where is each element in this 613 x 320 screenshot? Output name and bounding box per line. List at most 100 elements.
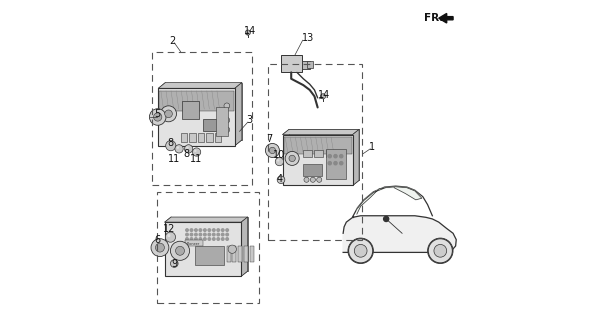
Circle shape (190, 229, 192, 231)
Circle shape (384, 216, 389, 221)
Circle shape (208, 229, 211, 231)
Bar (337, 150, 345, 157)
Circle shape (221, 233, 224, 236)
Circle shape (221, 238, 224, 240)
Circle shape (186, 146, 189, 149)
Circle shape (190, 238, 192, 240)
Circle shape (165, 110, 172, 118)
Circle shape (285, 151, 299, 165)
Bar (152, 52, 253, 186)
Bar (171, 217, 248, 271)
Bar (189, 133, 196, 142)
Bar (157, 192, 259, 303)
Text: 14: 14 (318, 90, 330, 100)
Circle shape (199, 229, 202, 231)
Text: 9: 9 (171, 259, 177, 269)
Text: 7: 7 (267, 134, 273, 144)
Bar (284, 137, 352, 154)
Polygon shape (241, 217, 248, 276)
Text: Pioneer: Pioneer (186, 242, 200, 246)
Text: 12: 12 (163, 224, 175, 234)
Circle shape (269, 147, 276, 154)
Text: 3: 3 (246, 115, 252, 125)
Circle shape (154, 113, 162, 121)
Circle shape (328, 155, 332, 158)
Circle shape (348, 238, 373, 264)
Text: 8: 8 (167, 138, 173, 148)
Text: 11: 11 (168, 154, 180, 164)
Circle shape (186, 229, 188, 231)
Bar (302, 61, 310, 69)
Bar (198, 133, 204, 142)
Bar (182, 101, 199, 119)
Bar (281, 55, 302, 72)
Circle shape (213, 233, 215, 236)
Circle shape (221, 229, 224, 231)
Polygon shape (352, 129, 359, 186)
Polygon shape (439, 13, 453, 23)
Circle shape (195, 229, 197, 231)
Circle shape (304, 177, 309, 182)
Circle shape (185, 145, 192, 153)
Circle shape (245, 30, 251, 35)
Bar (303, 150, 311, 157)
Bar (227, 246, 230, 262)
Bar (216, 108, 229, 136)
Bar (249, 246, 254, 262)
Circle shape (186, 233, 188, 236)
Circle shape (192, 148, 200, 156)
Text: 8: 8 (184, 149, 190, 159)
Circle shape (277, 159, 280, 162)
Text: 14: 14 (245, 26, 257, 36)
Circle shape (150, 109, 166, 125)
Text: 2: 2 (170, 36, 176, 46)
Polygon shape (158, 83, 242, 88)
Bar (326, 150, 334, 157)
Circle shape (195, 233, 197, 236)
Polygon shape (165, 217, 248, 222)
Circle shape (161, 106, 177, 122)
Circle shape (204, 238, 206, 240)
Circle shape (175, 246, 185, 255)
Circle shape (434, 244, 447, 257)
Circle shape (328, 162, 332, 165)
Bar (289, 129, 359, 180)
Polygon shape (357, 188, 386, 214)
Circle shape (334, 155, 337, 158)
Circle shape (217, 229, 219, 231)
Circle shape (186, 238, 188, 240)
Bar (283, 134, 352, 186)
Circle shape (224, 103, 230, 109)
Circle shape (204, 229, 206, 231)
Circle shape (199, 238, 202, 240)
Bar (195, 246, 224, 265)
Text: FR.: FR. (424, 13, 444, 23)
Circle shape (428, 238, 453, 264)
Circle shape (265, 143, 280, 157)
Circle shape (340, 162, 343, 165)
Polygon shape (386, 187, 422, 200)
Polygon shape (283, 129, 359, 134)
Circle shape (217, 233, 219, 236)
Text: 11: 11 (190, 154, 202, 164)
Circle shape (226, 229, 229, 231)
Circle shape (228, 245, 237, 253)
Circle shape (224, 127, 230, 132)
Circle shape (175, 145, 183, 153)
Polygon shape (235, 83, 242, 146)
Bar (166, 83, 242, 140)
Bar (159, 91, 234, 111)
Bar (203, 119, 224, 131)
Bar (326, 149, 346, 179)
Bar (307, 61, 313, 68)
Circle shape (224, 117, 230, 123)
Circle shape (279, 178, 281, 180)
Circle shape (199, 233, 202, 236)
Bar (314, 150, 323, 157)
Circle shape (170, 241, 189, 260)
Circle shape (321, 94, 326, 99)
Text: 13: 13 (302, 33, 314, 43)
Circle shape (166, 232, 175, 242)
Bar (232, 246, 237, 262)
Circle shape (213, 229, 215, 231)
